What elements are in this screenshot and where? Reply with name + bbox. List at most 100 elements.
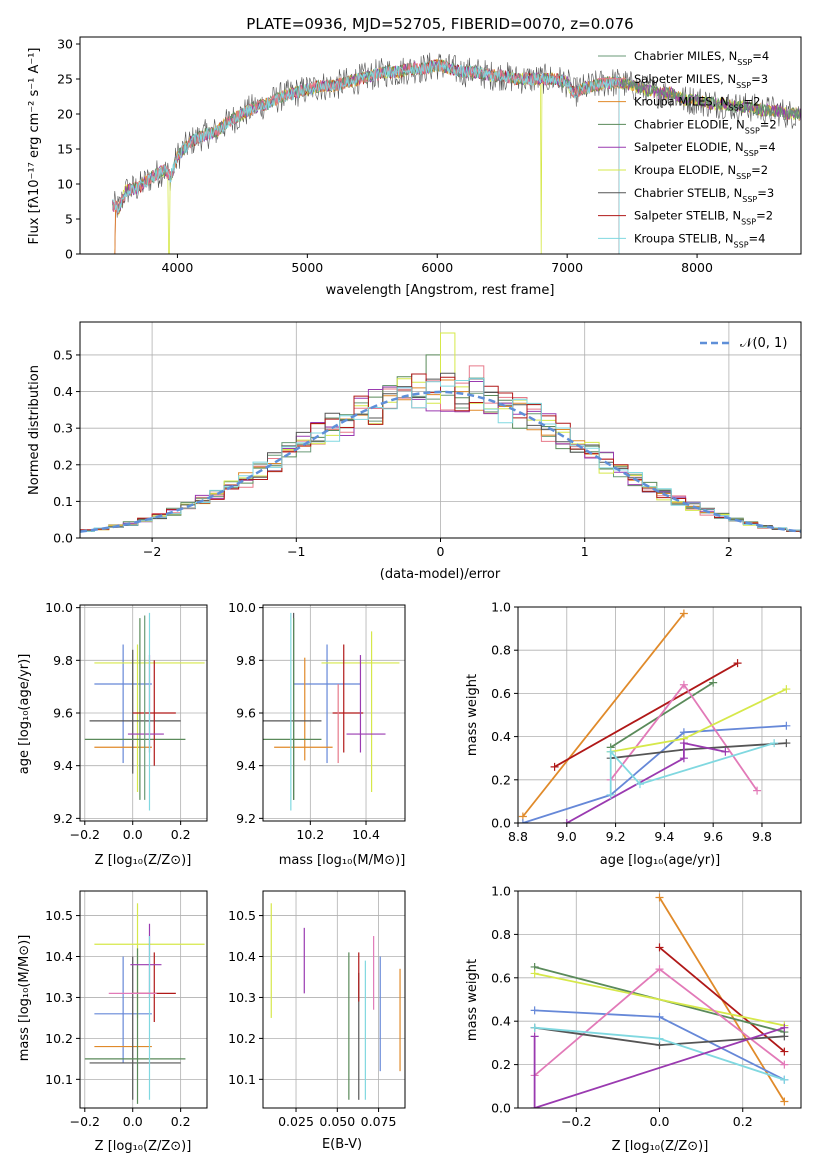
age-vs-mass-errorbars <box>263 612 400 811</box>
weight-marker-4-1 <box>679 680 688 689</box>
weight-marker-0-0 <box>655 893 664 902</box>
weight-marker-7-3 <box>721 747 730 756</box>
legend-n-3: =2 <box>760 117 777 131</box>
weight-marker-1-0 <box>655 943 664 952</box>
weight-vs-Z-panel: −0.2 0.0 0.2 0.0 0.2 0.4 0.6 0.8 1.0 Z [log₁₀(Z/… <box>465 884 802 1154</box>
spectrum-panel: PLATE=0936, MJD=52705, FIBERID=0070, z=0… <box>27 15 802 298</box>
mass-vs-Z-ylabel: mass [log₁₀(M/M⊙)] <box>17 935 32 1062</box>
weight-marker-7-2 <box>679 739 688 748</box>
age-vs-mass-xlabel: mass [log₁₀(M/M⊙)] <box>279 853 406 868</box>
x-tick-label-0: −2 <box>143 544 161 559</box>
axes-frame <box>517 890 802 1109</box>
axes-frame <box>79 36 802 255</box>
legend-sub-8: SSP <box>734 240 749 249</box>
y-tick-label-4: 20 <box>57 107 73 122</box>
weight-marker-5-2 <box>780 1060 789 1069</box>
weight-marker-8-0 <box>530 1032 539 1041</box>
legend-label-7: Salpeter STELIB, NSSP=2 <box>634 209 773 227</box>
weight-marker-1-1 <box>780 1047 789 1056</box>
age-vs-mass-panel: 10.2 10.4 9.2 9.4 9.6 9.8 10.0 mass [log₁₀(M/M… <box>228 600 406 868</box>
legend-n-0: =4 <box>752 49 769 63</box>
y-tick-label-3: 0.3 <box>53 421 73 436</box>
x-tick-label-2: 0.2 <box>171 1114 191 1129</box>
y-tick-label-3: 0.6 <box>491 970 511 985</box>
y-tick-label-0: 0.0 <box>491 1101 511 1116</box>
x-tick-label-2: 0.2 <box>171 827 191 842</box>
weight-marker-7-0 <box>530 1023 539 1032</box>
x-tick-label-2: 0.2 <box>733 1114 753 1129</box>
x-tick-label-4: 9.6 <box>703 829 723 844</box>
axes-frame <box>79 890 208 1109</box>
legend-n-7: =2 <box>756 209 773 223</box>
x-tick-label-3: 9.4 <box>654 829 674 844</box>
y-tick-label-3: 10.4 <box>228 949 256 964</box>
axes-frame <box>79 321 802 539</box>
spectrum-ticks: 4000 5000 6000 7000 8000 0 5 10 15 20 25 30 <box>57 37 713 276</box>
weight-marker-6-2 <box>780 1032 789 1041</box>
x-tick-label-2: 6000 <box>421 260 453 275</box>
y-tick-label-2: 10.3 <box>45 990 73 1005</box>
mass-vs-EBV-xlabel: E(B-V) <box>322 1137 362 1152</box>
weight-series-2 <box>610 681 714 749</box>
legend-label-0: Chabrier MILES, NSSP=4 <box>634 49 769 67</box>
legend-sub-7: SSP <box>741 217 756 226</box>
x-tick-label-4: 2 <box>725 544 733 559</box>
x-tick-label-3: 7000 <box>551 260 583 275</box>
mass-vs-EBV-panel: 0.025 0.050 0.075 10.1 10.2 10.3 10.4 10.5 E(B-… <box>228 890 406 1152</box>
y-tick-label-0: 9.2 <box>236 811 256 826</box>
x-tick-label-3: 1 <box>581 544 589 559</box>
weight-series-8 <box>533 1026 785 1108</box>
weight-marker-4-2 <box>753 786 762 795</box>
x-tick-label-0: −0.2 <box>70 1114 100 1129</box>
residuals-ticks: −2 −1 0 1 2 0.0 0.1 0.2 0.3 0.4 0.5 <box>53 322 801 559</box>
spectrum-series-1 <box>112 58 801 254</box>
y-tick-label-5: 25 <box>57 72 73 87</box>
weight-series-3 <box>534 972 785 1027</box>
weight-marker-1-1 <box>733 659 742 668</box>
weight-vs-age-lines <box>518 609 791 823</box>
weight-vs-Z-ticks: −0.2 0.0 0.2 0.0 0.2 0.4 0.6 0.8 1.0 <box>491 884 801 1129</box>
legend-label-3: Chabrier ELODIE, NSSP=2 <box>634 117 777 135</box>
spectrum-ylabel: Flux [fλ10⁻¹⁷ erg cm⁻² s⁻¹ A⁻¹] <box>27 48 42 245</box>
weight-marker-8-2 <box>780 1023 789 1032</box>
y-tick-label-1: 0.1 <box>53 494 73 509</box>
y-tick-label-1: 5 <box>65 212 73 227</box>
legend-sub-3: SSP <box>745 126 760 135</box>
y-tick-label-4: 10.0 <box>228 600 256 615</box>
weight-marker-0-1 <box>679 609 688 618</box>
x-tick-label-0: 0.025 <box>278 1114 314 1129</box>
weight-marker-8-2 <box>635 780 644 789</box>
y-tick-label-3: 15 <box>57 142 73 157</box>
age-vs-Z-xlabel: Z [log₁₀(Z/Z⊙)] <box>95 853 192 868</box>
weight-vs-Z-lines <box>530 893 789 1108</box>
x-tick-label-0: 4000 <box>162 260 194 275</box>
weight-marker-7-1 <box>679 754 688 763</box>
x-tick-label-0: −0.2 <box>70 827 100 842</box>
legend-n-1: =3 <box>751 72 768 86</box>
spectrum-series-3 <box>112 59 801 254</box>
legend-label-5: Kroupa ELODIE, NSSP=2 <box>634 163 768 181</box>
y-tick-label-5: 1.0 <box>491 884 511 899</box>
y-tick-label-0: 10.1 <box>45 1072 73 1087</box>
weight-marker-7-0 <box>562 819 571 823</box>
residuals-histograms <box>80 332 801 534</box>
weight-marker-4-0 <box>530 1006 539 1015</box>
weight-series-3 <box>522 724 787 823</box>
weight-marker-4-1 <box>655 1012 664 1021</box>
age-vs-Z-ticks: −0.2 0.0 0.2 9.2 9.4 9.6 9.8 10.0 <box>45 600 207 842</box>
residuals-legend: 𝒩(0, 1) <box>700 336 787 351</box>
age-vs-Z-errorbars <box>84 612 205 811</box>
x-tick-label-0: 10.2 <box>296 827 324 842</box>
y-tick-label-1: 9.4 <box>236 758 256 773</box>
spectrum-xlabel: wavelength [Angstrom, rest frame] <box>326 283 555 298</box>
legend-sub-0: SSP <box>737 58 752 67</box>
legend-label-6: Chabrier STELIB, NSSP=3 <box>634 186 774 204</box>
legend-label-4: Salpeter ELODIE, NSSP=4 <box>634 140 776 158</box>
x-tick-label-2: 0 <box>437 544 445 559</box>
mass-vs-Z-errorbars <box>84 903 205 1104</box>
weight-marker-8-0 <box>606 790 615 799</box>
y-tick-label-3: 0.6 <box>491 686 511 701</box>
residuals-xlabel: (data-model)/error <box>380 567 501 582</box>
weight-series-8 <box>609 742 775 795</box>
y-tick-label-0: 0.0 <box>491 816 511 831</box>
